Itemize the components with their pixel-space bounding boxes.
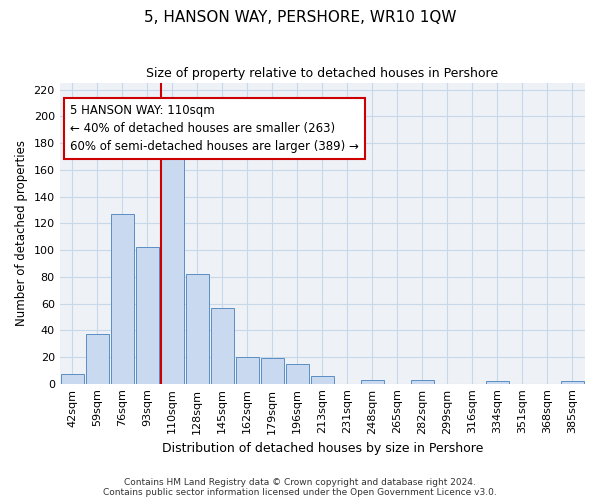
Bar <box>361 380 384 384</box>
Bar <box>311 376 334 384</box>
Bar <box>261 358 284 384</box>
Bar <box>186 274 209 384</box>
Bar <box>61 374 83 384</box>
Bar <box>211 308 234 384</box>
Bar <box>86 334 109 384</box>
Title: Size of property relative to detached houses in Pershore: Size of property relative to detached ho… <box>146 68 499 80</box>
Text: 5 HANSON WAY: 110sqm
← 40% of detached houses are smaller (263)
60% of semi-deta: 5 HANSON WAY: 110sqm ← 40% of detached h… <box>70 104 359 153</box>
Bar <box>286 364 309 384</box>
Bar <box>486 381 509 384</box>
Text: Contains HM Land Registry data © Crown copyright and database right 2024.
Contai: Contains HM Land Registry data © Crown c… <box>103 478 497 497</box>
Bar <box>136 248 159 384</box>
Bar <box>561 381 584 384</box>
Bar <box>110 214 134 384</box>
Y-axis label: Number of detached properties: Number of detached properties <box>15 140 28 326</box>
X-axis label: Distribution of detached houses by size in Pershore: Distribution of detached houses by size … <box>161 442 483 455</box>
Text: 5, HANSON WAY, PERSHORE, WR10 1QW: 5, HANSON WAY, PERSHORE, WR10 1QW <box>144 10 456 25</box>
Bar <box>411 380 434 384</box>
Bar <box>236 357 259 384</box>
Bar <box>161 139 184 384</box>
